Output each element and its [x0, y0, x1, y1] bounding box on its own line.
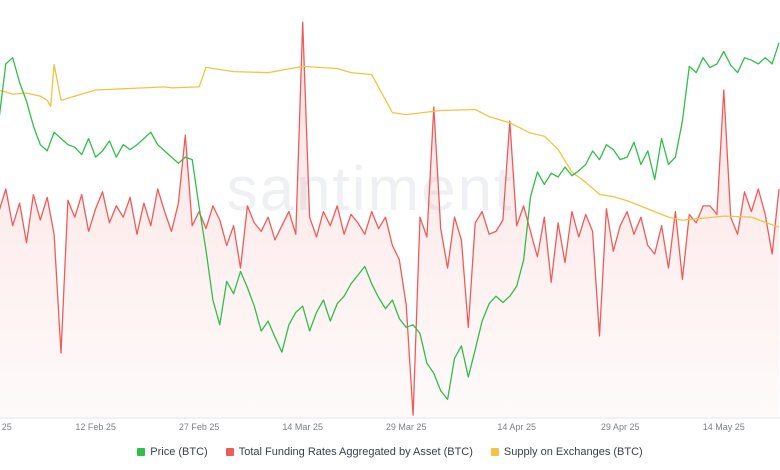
x-tick-label: 14 May 25 — [703, 422, 745, 432]
price-line — [0, 42, 780, 401]
legend-swatch — [137, 448, 146, 456]
legend-swatch — [225, 448, 234, 456]
legend: Price (BTC) Total Funding Rates Aggregate… — [0, 444, 780, 460]
legend-item[interactable]: Price (BTC) — [137, 444, 208, 460]
legend-label: Price (BTC) — [150, 446, 208, 458]
funding-rate-fill — [0, 22, 779, 418]
x-axis-ticks: 28 Jan 25 12 Feb 25 27 Feb 25 14 Mar 25 29 M… — [0, 422, 745, 432]
x-tick-label: 29 Apr 25 — [601, 422, 640, 432]
x-tick-label: 27 Feb 25 — [179, 422, 220, 432]
x-tick-label: 14 Mar 25 — [282, 422, 323, 432]
watermark: santiment — [227, 155, 514, 224]
legend-item[interactable]: Supply on Exchanges (BTC) — [490, 444, 643, 460]
series-layer — [0, 21, 780, 416]
supply-on-exchanges-line — [0, 63, 780, 228]
legend-label: Total Funding Rates Aggregated by Asset … — [238, 446, 473, 458]
legend-label: Supply on Exchanges (BTC) — [503, 446, 643, 458]
legend-swatch — [490, 448, 499, 456]
x-tick-label: 12 Feb 25 — [75, 422, 116, 432]
funding-rate-line — [0, 21, 780, 416]
x-tick-label: 29 Mar 25 — [386, 422, 427, 432]
funding-rate-area — [0, 22, 779, 418]
x-tick-label: 28 Jan 25 — [0, 422, 12, 432]
legend-item[interactable]: Total Funding Rates Aggregated by Asset … — [225, 444, 473, 460]
x-tick-label: 14 Apr 25 — [497, 422, 536, 432]
